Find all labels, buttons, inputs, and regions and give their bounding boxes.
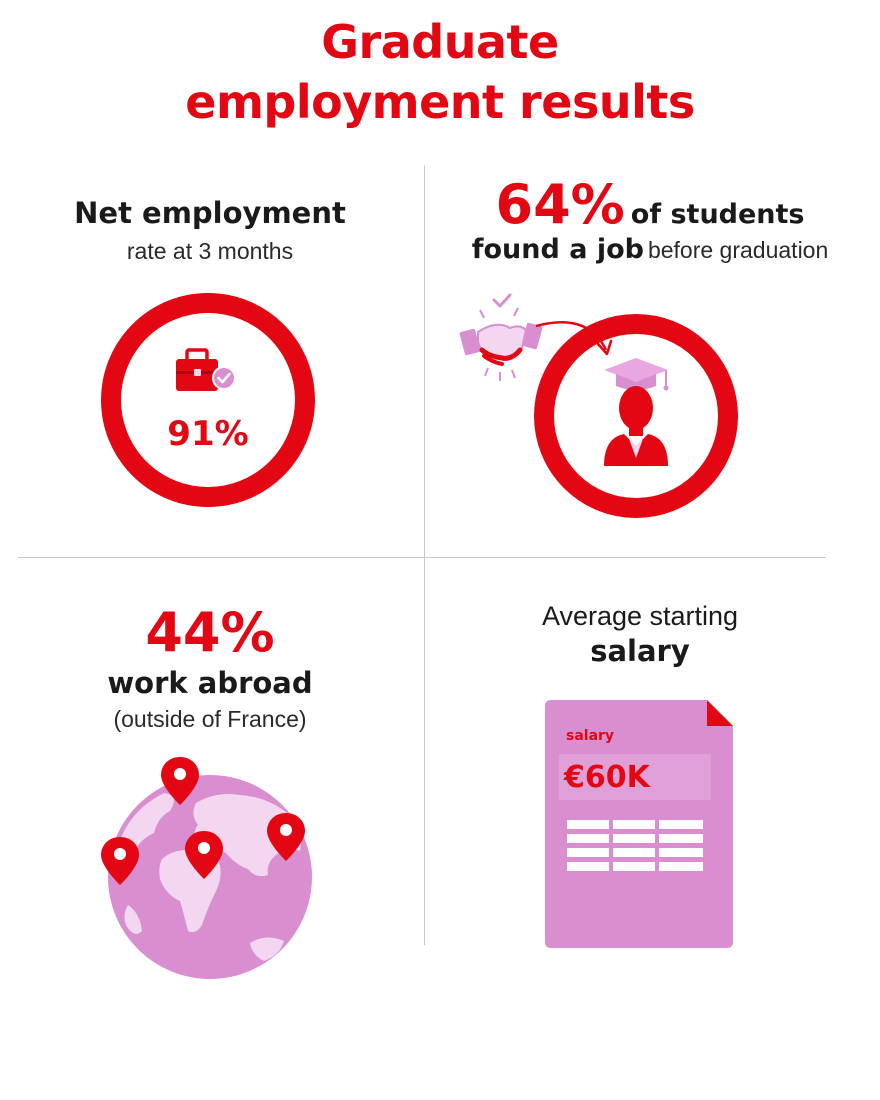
found-job-text-of-students: of students bbox=[630, 199, 805, 230]
work-abroad-sublabel: (outside of France) bbox=[113, 706, 307, 732]
document-label: salary bbox=[566, 728, 615, 744]
map-pin-icon bbox=[101, 837, 139, 885]
found-job-text-bold: found a job bbox=[471, 234, 644, 265]
title-line-2: employment results bbox=[185, 75, 695, 129]
map-pin-icon bbox=[267, 813, 305, 861]
handshake-graduate-illustration bbox=[459, 293, 738, 518]
employment-ring bbox=[101, 293, 315, 507]
map-pin-icon bbox=[161, 757, 199, 805]
briefcase-check-icon bbox=[176, 348, 236, 391]
page-title: Graduate employment results bbox=[0, 12, 880, 132]
net-employment-heading: Net employment bbox=[74, 196, 346, 230]
horizontal-divider bbox=[18, 557, 826, 558]
found-job-line-2: found a job before graduation bbox=[430, 234, 870, 265]
salary-document-icon bbox=[545, 700, 733, 948]
arrow-icon bbox=[535, 321, 613, 356]
net-employment-subheading: rate at 3 months bbox=[126, 238, 294, 264]
salary-label-bold: salary bbox=[590, 634, 690, 668]
salary-label-top: Average starting bbox=[541, 601, 739, 631]
graduate-icon bbox=[604, 358, 669, 466]
graduate-ring bbox=[534, 314, 738, 518]
salary-table bbox=[567, 820, 703, 871]
globe-icon bbox=[108, 775, 312, 979]
work-abroad-label: work abroad bbox=[107, 666, 313, 700]
vertical-divider bbox=[424, 165, 425, 945]
net-employment-value: 91% bbox=[167, 414, 249, 454]
handshake-icon bbox=[459, 293, 543, 381]
globe-illustration bbox=[101, 757, 312, 979]
found-job-text-regular: before graduation bbox=[647, 237, 829, 263]
salary-value: €60K bbox=[564, 760, 650, 795]
found-job-value: 64% bbox=[495, 173, 625, 236]
title-line-1: Graduate bbox=[321, 15, 559, 69]
found-job-line-1: 64% of students bbox=[430, 170, 870, 240]
work-abroad-value: 44% bbox=[145, 601, 275, 664]
map-pin-icon bbox=[185, 831, 223, 879]
